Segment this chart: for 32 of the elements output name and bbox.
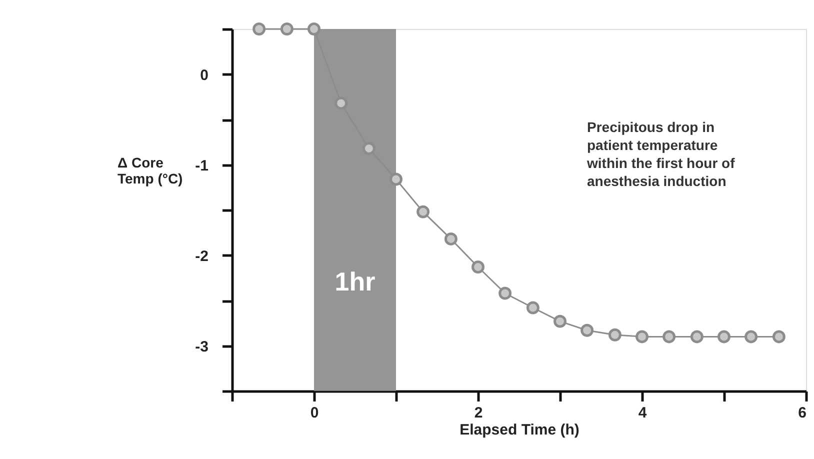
point [744,330,758,344]
point [472,260,484,274]
annotation: Precipitous drop in patient temperature within the first hour of anesthesia induction [586,119,736,189]
point [636,330,648,344]
point [334,96,348,110]
point [690,330,704,344]
point [498,286,512,300]
point [390,172,402,186]
y-axis-title: Δ Core Temp (°C) [118,154,183,186]
point [662,330,676,344]
x-tick-label: 4 [638,404,648,422]
x-tick-label: 6 [798,404,806,422]
point [526,301,540,314]
y-tick-label: -1 [195,157,208,174]
point [252,22,266,36]
point [362,142,376,155]
y-tick-label: -2 [195,248,208,265]
band-label: 1hr [334,266,376,296]
y-tick-label: -3 [195,338,208,356]
x-tick-label: 0 [310,404,319,422]
point [580,324,594,337]
point [608,328,622,342]
x-tick-label: 2 [474,404,483,422]
point [718,330,730,344]
point [772,330,786,344]
point [554,314,566,328]
point [308,22,320,36]
x-axis-title: Elapsed Time (h) [460,422,580,438]
point [444,232,458,246]
point [280,22,294,36]
point [416,205,430,218]
y-tick-label: 0 [200,66,208,84]
